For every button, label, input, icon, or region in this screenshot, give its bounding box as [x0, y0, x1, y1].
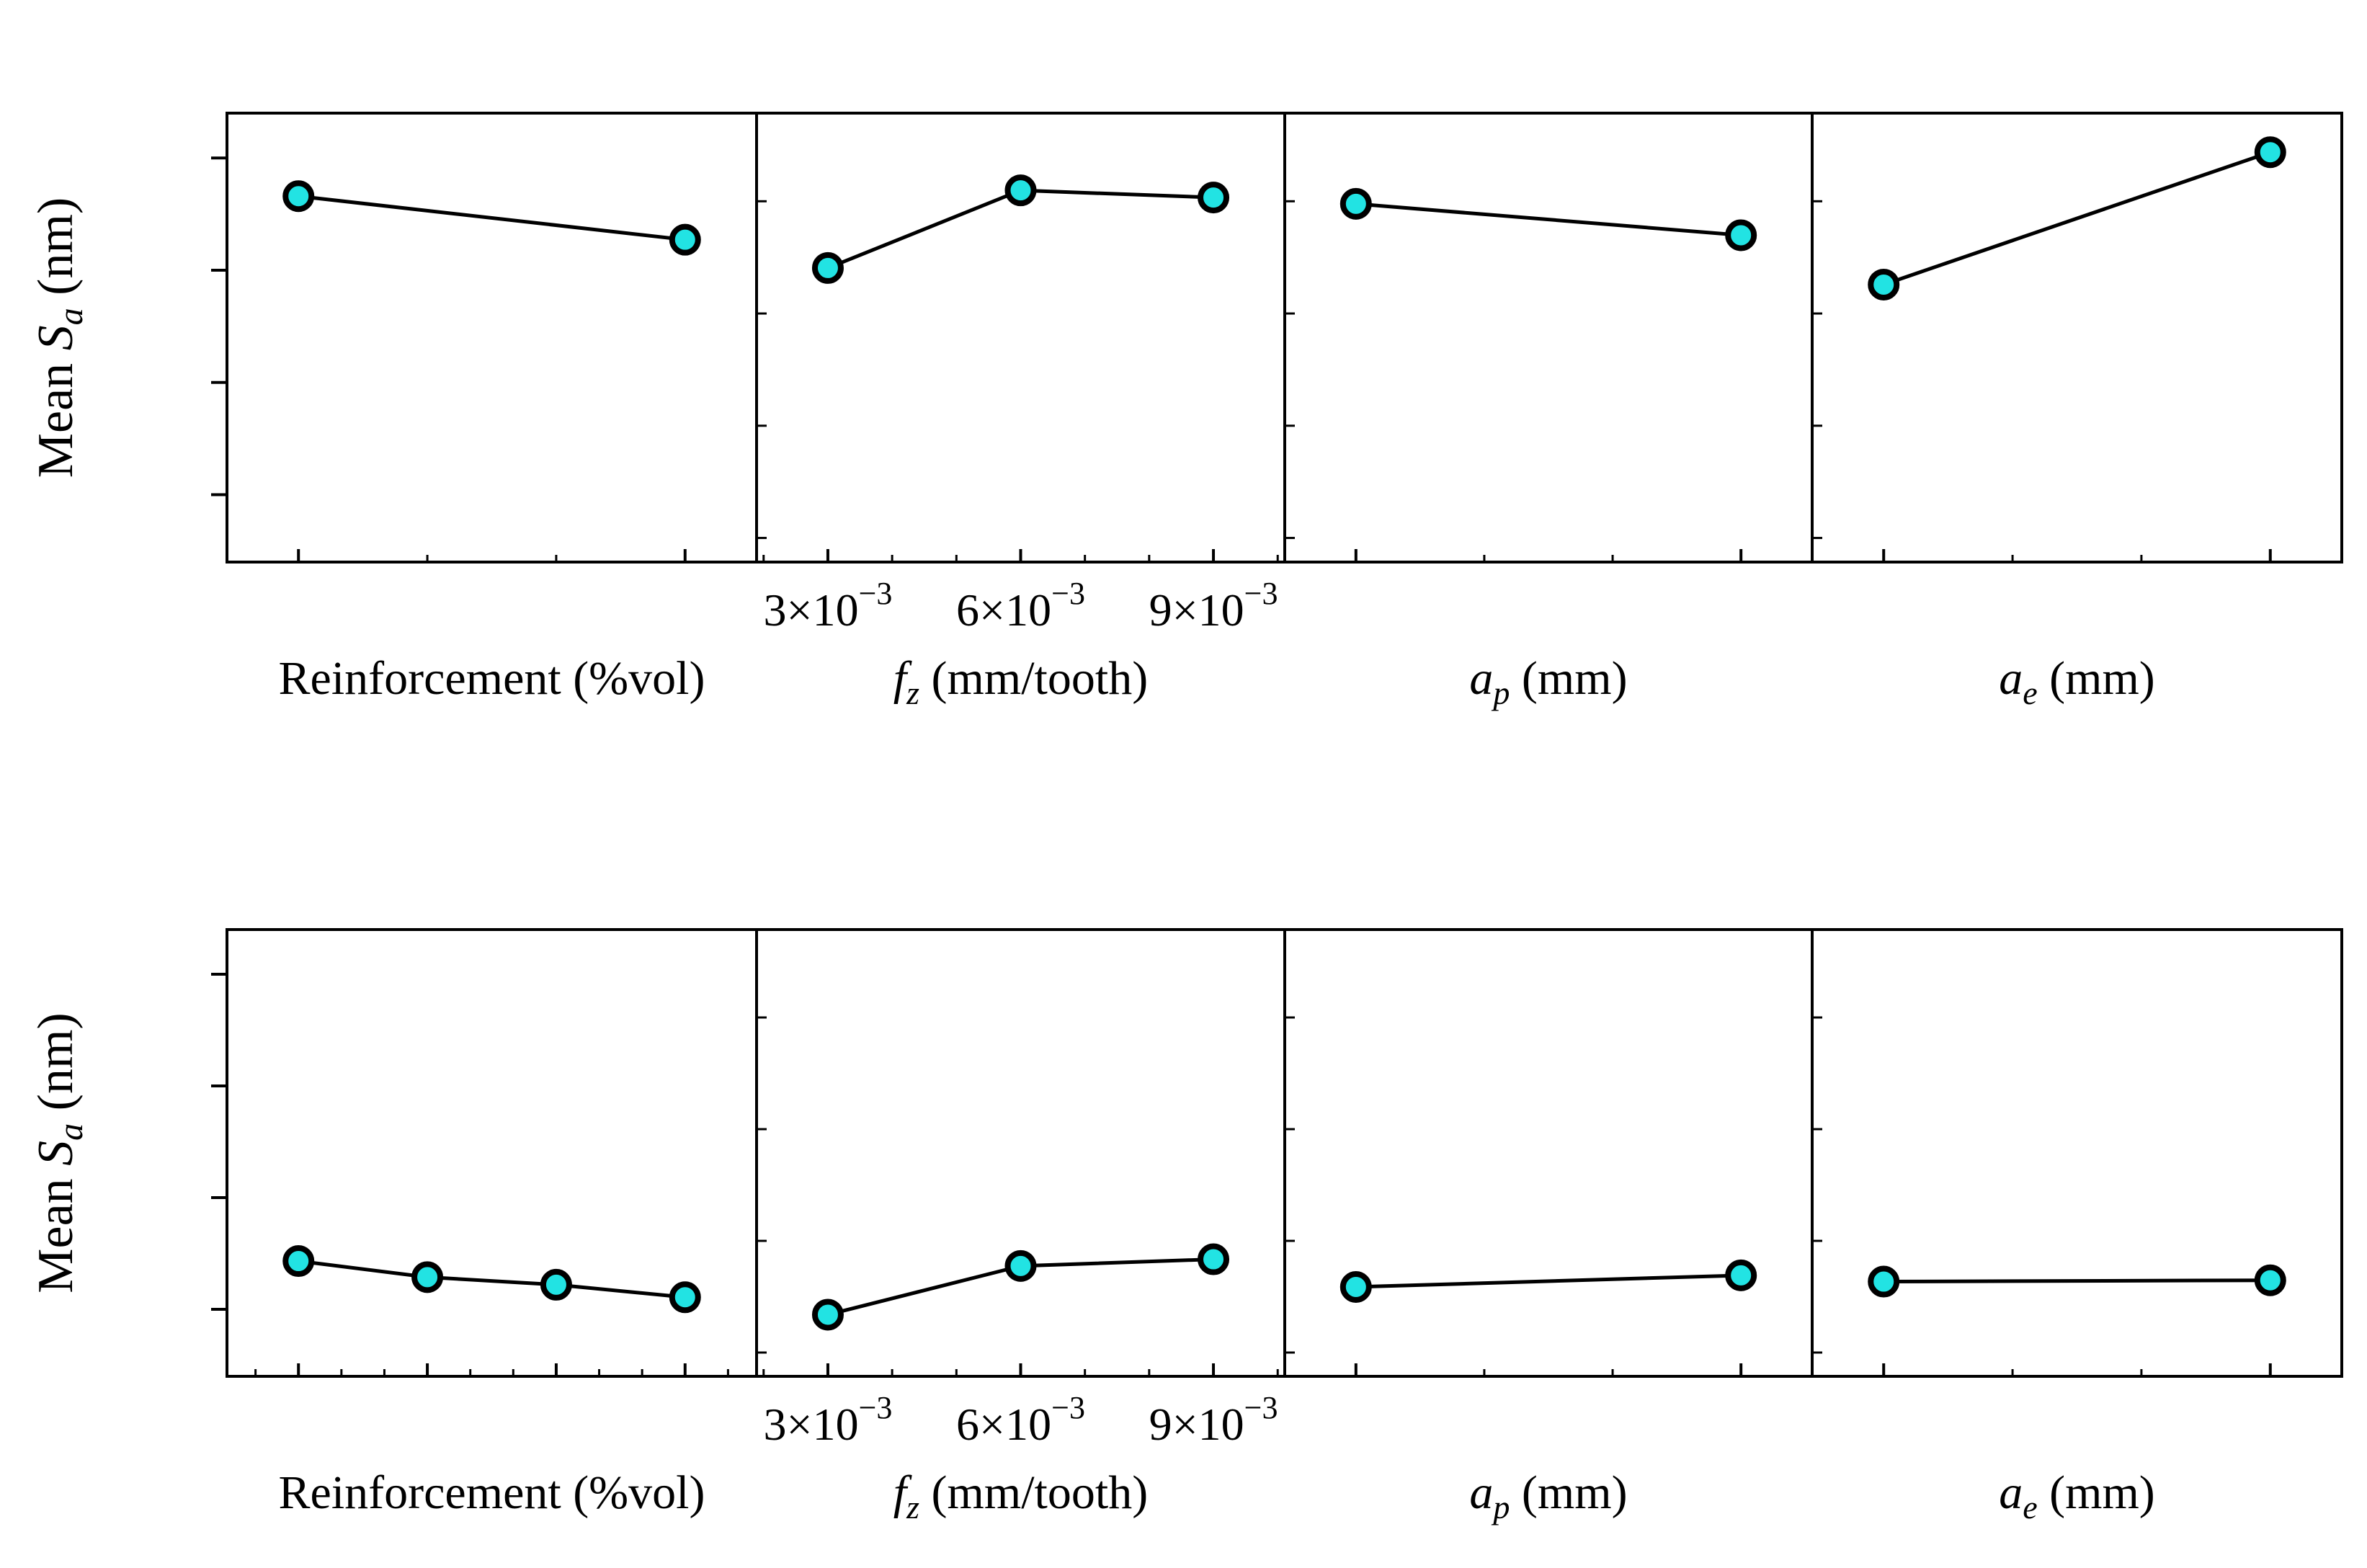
- data-point: [1198, 1243, 1230, 1275]
- data-point: [1004, 1250, 1037, 1282]
- data-point: [1725, 1259, 1757, 1291]
- data-point: [2254, 1264, 2286, 1296]
- x-axis-label: ae (mm): [1999, 652, 2155, 711]
- x-axis-label: ap (mm): [1469, 652, 1627, 711]
- panel-frame: [1283, 928, 1814, 1378]
- data-point: [2254, 136, 2286, 169]
- x-tick-label: 3×10−3: [763, 576, 892, 636]
- data-point: [282, 180, 315, 213]
- x-axis-label: ae (mm): [1999, 1466, 2155, 1525]
- x-tick-label: 9×10−3: [1149, 1390, 1278, 1450]
- data-point: [811, 1298, 844, 1331]
- series-line: [1355, 202, 1742, 237]
- series-line: [298, 1259, 686, 1299]
- panel-frame: [1811, 112, 2343, 564]
- x-axis-label: ap (mm): [1469, 1466, 1627, 1525]
- y-axis-label: Mean Sa (nm): [28, 1012, 90, 1293]
- data-point: [411, 1261, 444, 1293]
- data-point: [1339, 187, 1372, 220]
- x-tick-label: 6×10−3: [956, 1390, 1085, 1450]
- data-point: [540, 1268, 572, 1301]
- x-tick-label: 9×10−3: [1149, 576, 1278, 636]
- x-axis-label: Reinforcement (%vol): [279, 1466, 705, 1519]
- series-line: [1355, 1273, 1742, 1289]
- data-point: [669, 1281, 701, 1314]
- x-axis-label: Reinforcement (%vol): [279, 652, 705, 705]
- x-axis-label: fz (mm/tooth): [893, 1466, 1148, 1525]
- panel-frame: [226, 112, 758, 564]
- x-axis-label: fz (mm/tooth): [893, 652, 1148, 711]
- series-line: [298, 194, 686, 242]
- panel-frame: [1283, 112, 1814, 564]
- data-point: [1868, 268, 1900, 300]
- data-point: [669, 223, 701, 256]
- data-point: [1004, 174, 1037, 207]
- data-point: [811, 251, 844, 284]
- data-point: [1868, 1265, 1900, 1298]
- panel-frame: [1811, 928, 2343, 1378]
- data-point: [1198, 182, 1230, 214]
- x-tick-label: 3×10−3: [763, 1390, 892, 1450]
- y-axis-label: Mean Sa (nm): [28, 197, 90, 478]
- series-line: [1884, 1278, 2270, 1284]
- data-point: [282, 1245, 315, 1278]
- data-point: [1725, 219, 1757, 251]
- x-tick-label: 6×10−3: [956, 576, 1085, 636]
- data-point: [1339, 1271, 1372, 1303]
- series-line: [1883, 150, 2271, 287]
